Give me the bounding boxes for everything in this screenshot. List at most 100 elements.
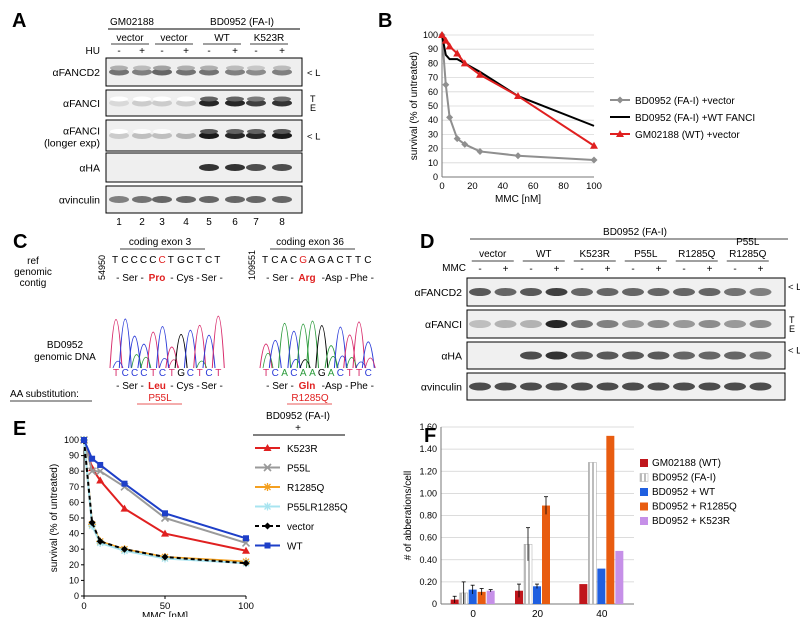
bar bbox=[468, 589, 477, 604]
western-band bbox=[273, 96, 291, 102]
lane-number: 2 bbox=[139, 217, 145, 225]
chromatogram-peak bbox=[156, 326, 169, 369]
aberration-chart-f: F 0 0.20 0.40 0.60 0.80 1.00 1.20 1.40 1.60 # of a… bbox=[403, 422, 737, 622]
western-band bbox=[545, 382, 568, 391]
ref-base: T bbox=[196, 255, 202, 266]
y-tick-label: 0 bbox=[74, 591, 79, 601]
chromatogram-minor-peak bbox=[112, 360, 124, 369]
x-tick-label: 100 bbox=[586, 181, 602, 192]
western-band bbox=[272, 99, 292, 107]
read-base: C bbox=[290, 368, 297, 379]
legend-swatch bbox=[640, 488, 648, 496]
x-tick-label: 0 bbox=[439, 181, 444, 192]
western-band bbox=[571, 351, 593, 360]
western-band bbox=[132, 196, 152, 203]
antibody-label: αvinculin bbox=[421, 382, 462, 394]
y-tick-label: 80 bbox=[69, 466, 79, 476]
y-tick-label: 100 bbox=[64, 435, 79, 445]
data-point bbox=[88, 519, 96, 527]
data-point-stroke bbox=[96, 467, 105, 476]
read-base: T bbox=[215, 368, 221, 379]
chromatogram-peak bbox=[259, 343, 273, 369]
western-band bbox=[673, 288, 695, 296]
panel-letter-f: F bbox=[424, 425, 436, 447]
antibody-label-sub: (longer exp) bbox=[44, 138, 100, 150]
genomic-position: 54950 bbox=[97, 255, 107, 280]
mmc-sign: + bbox=[707, 264, 713, 275]
antibody-label: αFANCI bbox=[63, 98, 100, 110]
data-point bbox=[242, 546, 250, 554]
western-band bbox=[698, 320, 721, 328]
western-band bbox=[225, 196, 245, 203]
mutant-amino-acid: Leu bbox=[148, 381, 166, 392]
x-axis-label: MMC [nM] bbox=[142, 611, 188, 617]
mmc-sign: - bbox=[580, 264, 583, 275]
western-band bbox=[133, 96, 151, 102]
hu-sign: - bbox=[254, 46, 257, 57]
mutant-amino-acid: - Ser - bbox=[266, 381, 294, 392]
lane-number: 6 bbox=[232, 217, 238, 225]
ref-amino-acid: - Ser - bbox=[266, 273, 294, 284]
western-band bbox=[109, 99, 129, 107]
mmc-sign: + bbox=[605, 264, 611, 275]
western-band bbox=[469, 320, 491, 328]
legend-entry: BD0952 + R1285Q bbox=[652, 502, 737, 513]
legend-swatch bbox=[640, 459, 648, 467]
ref-amino-acid: Arg bbox=[298, 273, 315, 284]
bar bbox=[533, 586, 541, 604]
ref-base: A bbox=[281, 255, 288, 266]
data-point bbox=[161, 529, 169, 537]
data-point bbox=[446, 113, 454, 121]
western-band bbox=[571, 288, 593, 296]
exon-title: coding exon 3 bbox=[129, 237, 192, 248]
western-band bbox=[520, 320, 542, 328]
chromatogram-peak bbox=[202, 334, 216, 369]
y-tick-label: 40 bbox=[69, 529, 79, 539]
y-tick-label: 1.60 bbox=[419, 422, 437, 432]
y-tick-label: 60 bbox=[428, 87, 438, 97]
construct-label: K523R bbox=[579, 249, 610, 260]
genomic-position: 109551 bbox=[247, 250, 257, 280]
ref-genomic-contig-label: ref bbox=[27, 256, 39, 267]
data-point bbox=[96, 467, 105, 476]
mutant-amino-acid: - Cys - bbox=[170, 381, 199, 392]
data-point bbox=[243, 535, 249, 542]
y-tick-label: 0.60 bbox=[419, 533, 437, 543]
western-band bbox=[153, 96, 171, 102]
ref-genomic-contig-label: contig bbox=[20, 278, 47, 289]
construct-label: R1285Q bbox=[729, 249, 766, 260]
western-band bbox=[153, 129, 171, 134]
western-band bbox=[176, 196, 196, 203]
chromatogram-minor-peak bbox=[262, 352, 274, 369]
western-band bbox=[110, 129, 128, 134]
substitution-label: P55L bbox=[148, 393, 172, 404]
lane-number: 7 bbox=[253, 217, 259, 225]
data-point bbox=[120, 504, 129, 512]
series-line-4 bbox=[83, 439, 247, 565]
y-tick-label: 0.40 bbox=[419, 555, 437, 565]
mmc-sign: + bbox=[758, 264, 764, 275]
western-band bbox=[724, 288, 746, 296]
chromatogram-peak bbox=[315, 325, 329, 369]
data-point bbox=[438, 31, 446, 38]
chromatogram-peak bbox=[165, 346, 179, 369]
data-point bbox=[453, 135, 461, 143]
read-base: T bbox=[197, 368, 203, 379]
chromatogram-peak bbox=[361, 341, 375, 369]
y-tick-label: 90 bbox=[428, 44, 438, 54]
data-point bbox=[590, 141, 598, 149]
western-band bbox=[133, 129, 151, 134]
ref-base: C bbox=[205, 255, 212, 266]
western-band bbox=[176, 68, 196, 76]
mmc-sign: + bbox=[656, 264, 662, 275]
construct-label: vector bbox=[479, 249, 507, 260]
western-band bbox=[152, 99, 172, 107]
construct-label: vector bbox=[160, 33, 188, 44]
western-band bbox=[494, 320, 517, 328]
legend-entry: GM02188 (WT) bbox=[652, 458, 721, 469]
ref-base: G bbox=[177, 255, 185, 266]
chromatogram-peak bbox=[352, 321, 366, 369]
ref-base: C bbox=[186, 255, 193, 266]
western-band bbox=[246, 68, 266, 76]
